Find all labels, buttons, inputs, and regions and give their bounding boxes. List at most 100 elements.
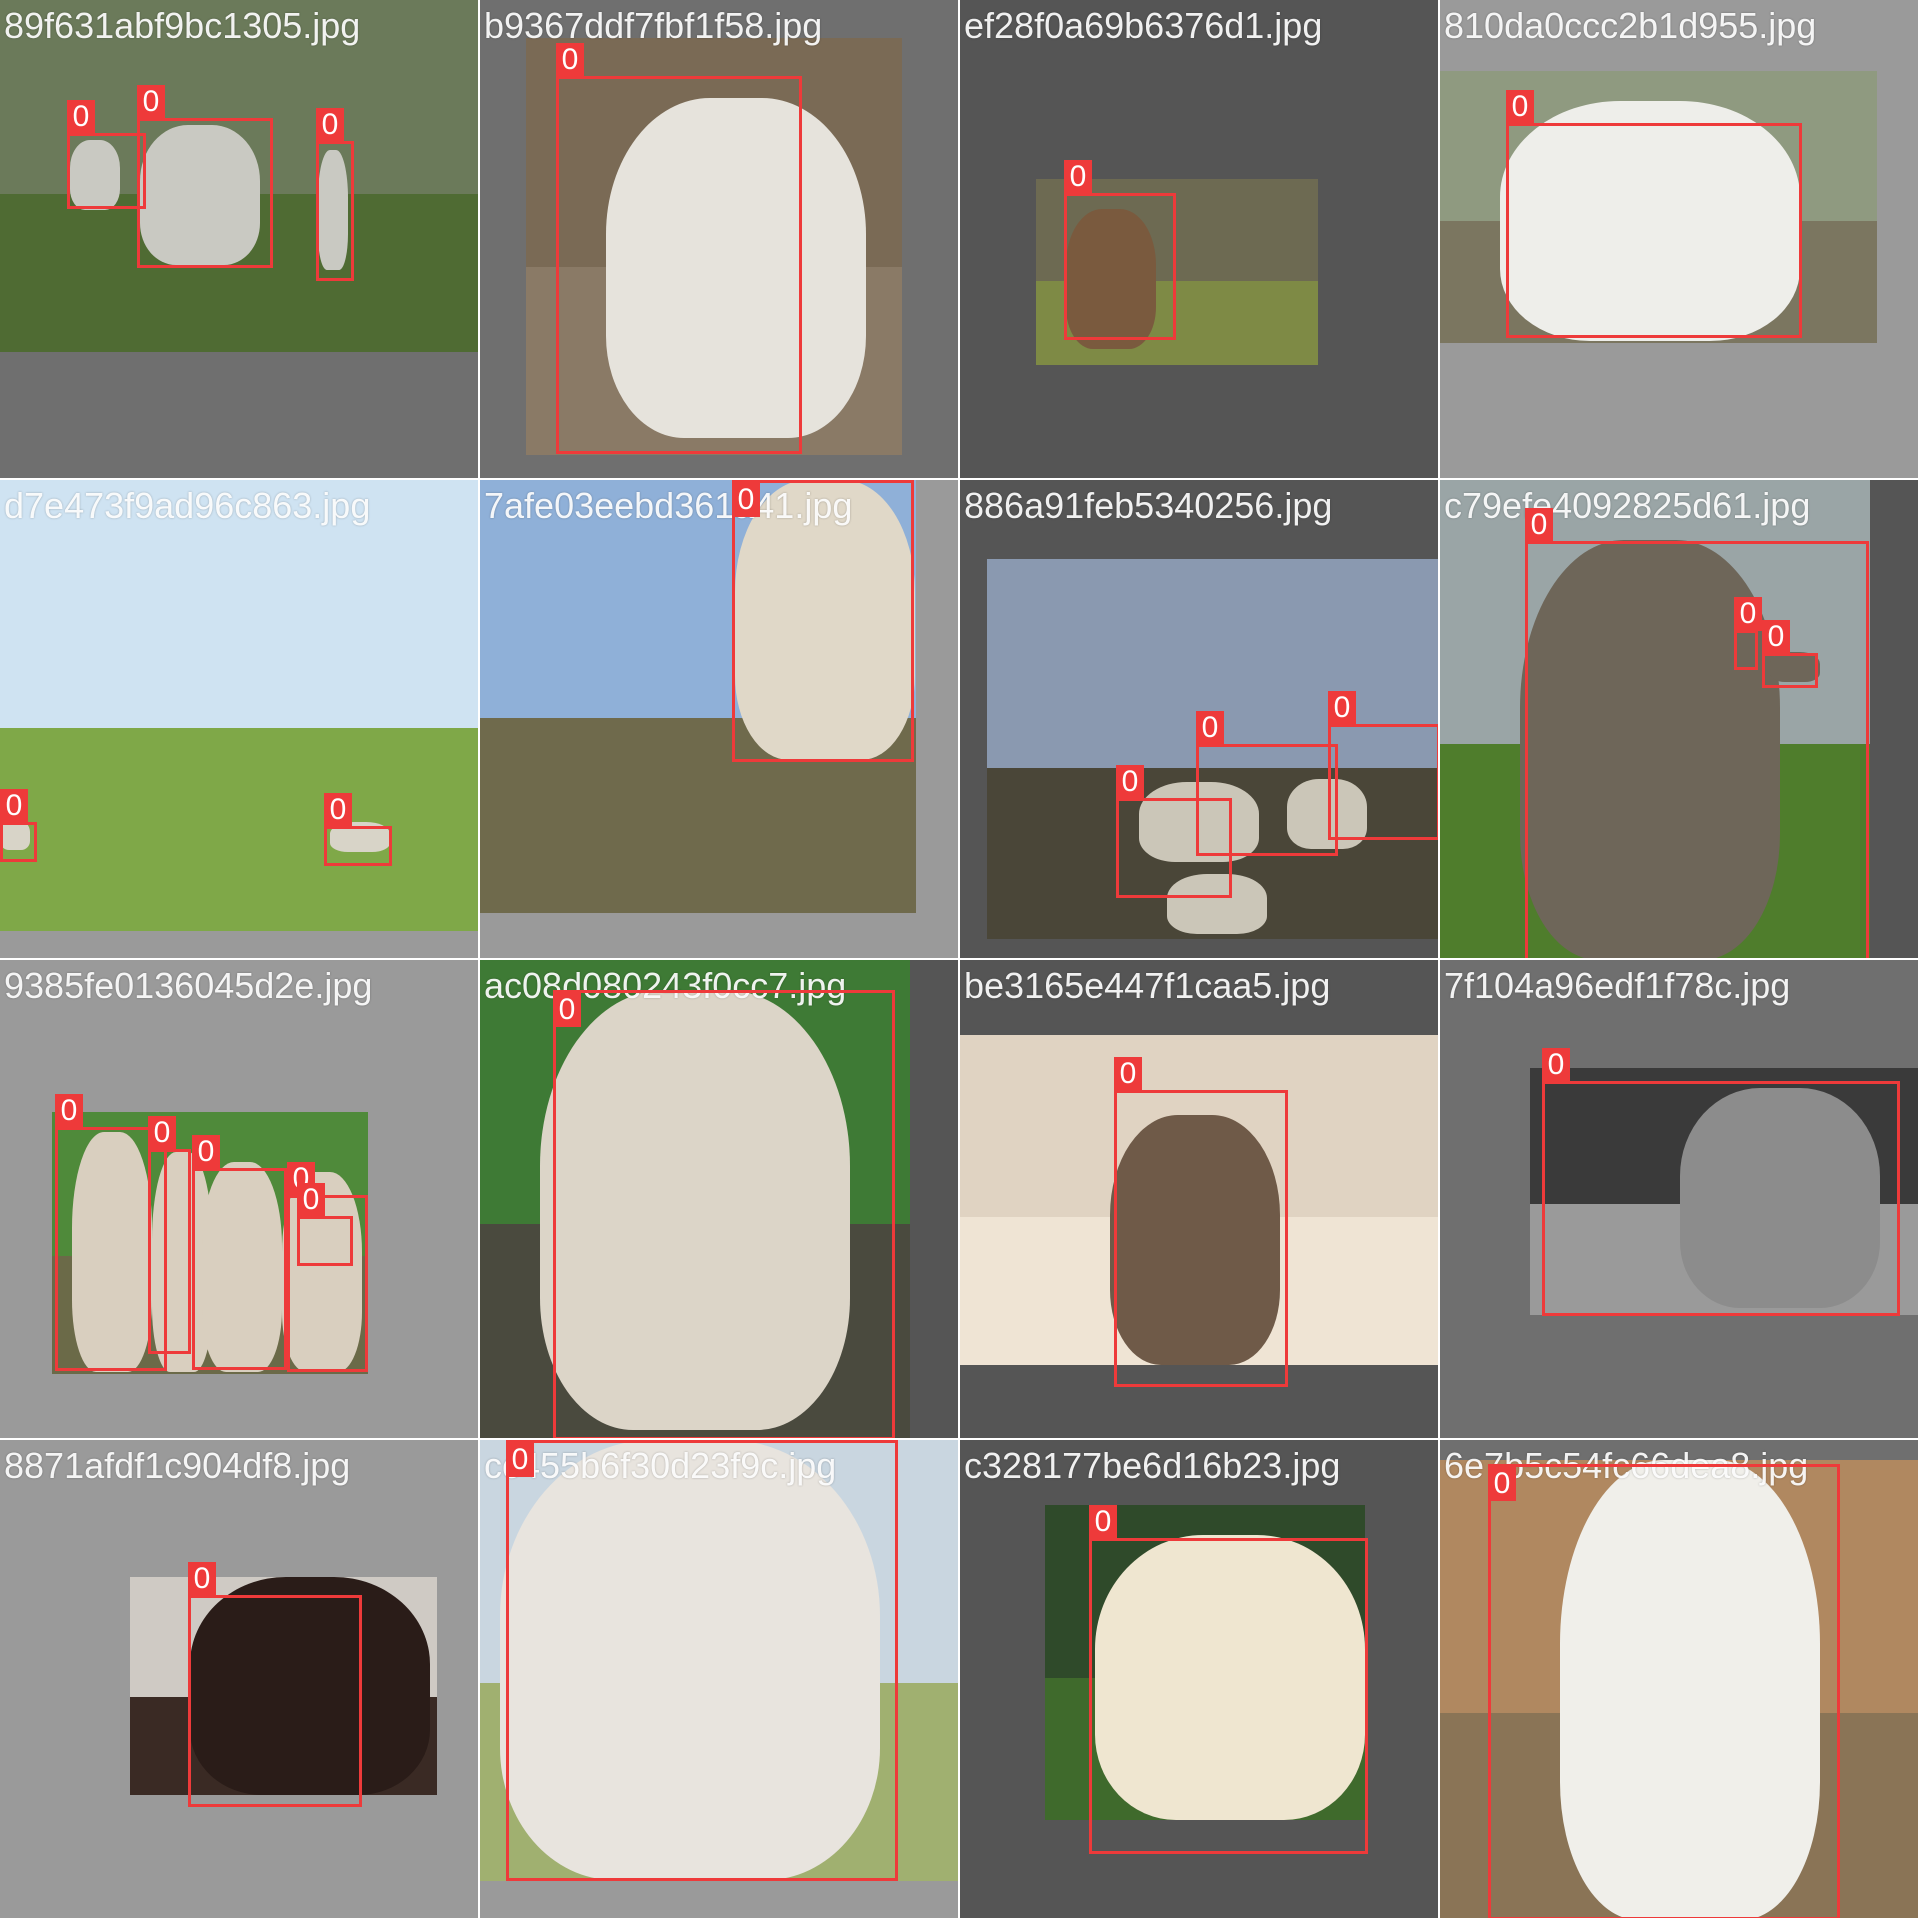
tile-filename: 810da0ccc2b1d955.jpg: [1444, 5, 1817, 46]
bounding-box: 0: [506, 1440, 898, 1881]
bounding-box-class-label: 0: [1064, 160, 1092, 194]
llama-figure: [606, 98, 866, 438]
bounding-box: 0: [732, 480, 914, 762]
bounding-box: 0: [137, 85, 273, 268]
bounding-box-class-label: 0: [324, 793, 352, 827]
bounding-box-class-label: 0: [1542, 1048, 1570, 1082]
bounding-box: 0: [297, 1183, 353, 1266]
bounding-box-class-label: 0: [137, 85, 165, 119]
tile-photo: [526, 38, 902, 455]
image-tile: d7e473f9ad96c863.jpg 0 0: [0, 480, 480, 960]
image-tile: 810da0ccc2b1d955.jpg 0: [1440, 0, 1920, 480]
bounding-box-class-label: 0: [1114, 1057, 1142, 1091]
tile-filename: ac08d080243f0cc7.jpg: [484, 965, 847, 1006]
tile-filename: d7e473f9ad96c863.jpg: [4, 485, 371, 526]
bounding-box-class-label: 0: [188, 1562, 216, 1596]
tile-filename: 89f631abf9bc1305.jpg: [4, 5, 361, 46]
bounding-box-class-label: 0: [1196, 711, 1224, 745]
tile-filename: 8871afdf1c904df8.jpg: [4, 1445, 351, 1486]
bounding-box: 0: [1064, 160, 1176, 340]
bounding-box-class-label: 0: [1328, 691, 1356, 725]
tile-filename: 7f104a96edf1f78c.jpg: [1444, 965, 1791, 1006]
bounding-box: 0: [1542, 1048, 1900, 1316]
bounding-box-class-label: 0: [506, 1443, 534, 1477]
tile-filename: be3165e447f1caa5.jpg: [964, 965, 1331, 1006]
image-tile: c328177be6d16b23.jpg 0: [960, 1440, 1440, 1920]
tile-photo: [0, 0, 478, 352]
llama-figure: [202, 1162, 282, 1372]
bounding-box-class-label: 0: [1762, 620, 1790, 654]
bounding-box: 0: [1328, 691, 1438, 840]
llama-figure: [70, 140, 120, 210]
tile-filename: ef28f0a69b6376d1.jpg: [964, 5, 1323, 46]
tile-filename: b9367ddf7fbf1f58.jpg: [484, 5, 823, 46]
bounding-box-class-label: 0: [192, 1135, 220, 1169]
bounding-box: 0: [188, 1562, 362, 1807]
bounding-box-class-label: 0: [1089, 1505, 1117, 1539]
bounding-box-class-label: 0: [1734, 597, 1762, 631]
image-tile: 886a91feb5340256.jpg 0 0 0: [960, 480, 1440, 960]
photo-ground: [0, 728, 478, 931]
image-tile: 89f631abf9bc1305.jpg 0 0 0: [0, 0, 480, 480]
image-tile: ac08d080243f0cc7.jpg 0: [480, 960, 960, 1440]
llama-figure: [1139, 782, 1259, 862]
bounding-box-class-label: 0: [316, 108, 344, 142]
bounding-box: 0: [324, 793, 392, 866]
bounding-box-class-label: 0: [1116, 765, 1144, 799]
tile-filename: 886a91feb5340256.jpg: [964, 485, 1333, 526]
llama-figure: [0, 820, 30, 850]
tile-photo: [480, 1440, 958, 1881]
image-tile: c79efe4092825d61.jpg 0 0 0: [1440, 480, 1920, 960]
tile-photo: [1036, 179, 1318, 365]
bounding-box: 0: [148, 1116, 191, 1354]
photo-background: [0, 480, 478, 729]
llama-figure: [1167, 874, 1267, 934]
tile-photo: [1440, 480, 1870, 958]
bounding-box-class-label: 0: [55, 1094, 83, 1128]
bounding-box-class-label: 0: [553, 993, 581, 1027]
bounding-box-class-label: 0: [556, 43, 584, 77]
llama-figure: [1680, 1088, 1880, 1308]
image-tile: ef28f0a69b6376d1.jpg 0: [960, 0, 1440, 480]
image-tile: cc455b6f30d23f9c.jpg 0: [480, 1440, 960, 1920]
bounding-box: 0: [1488, 1464, 1840, 1918]
bounding-box-class-label: 0: [297, 1183, 325, 1217]
tile-photo: [130, 1577, 437, 1795]
tile-photo: [1045, 1505, 1365, 1820]
llama-figure: [190, 1577, 430, 1795]
bounding-box-class-label: 0: [1525, 508, 1553, 542]
bounding-box: 0: [0, 789, 37, 862]
bounding-box: 0: [1089, 1505, 1368, 1854]
image-tile: 7afe03eebd361a41.jpg 0: [480, 480, 960, 960]
tile-photo: [480, 960, 910, 1438]
image-tile: be3165e447f1caa5.jpg 0: [960, 960, 1440, 1440]
llama-figure: [1066, 209, 1156, 349]
llama-figure: [735, 480, 915, 760]
llama-figure: [1560, 1460, 1820, 1918]
llama-figure: [1740, 635, 1755, 665]
image-tile: b9367ddf7fbf1f58.jpg 0: [480, 0, 960, 480]
bounding-box-class-label: 0: [148, 1116, 176, 1150]
tile-filename: c79efe4092825d61.jpg: [1444, 485, 1811, 526]
tile-photo: [0, 480, 478, 931]
tile-filename: 7afe03eebd361a41.jpg: [484, 485, 853, 526]
tile-photo: [480, 480, 916, 913]
llama-figure: [1110, 1115, 1280, 1365]
llama-figure: [500, 1440, 880, 1880]
llama-figure: [318, 150, 348, 270]
tile-filename: cc455b6f30d23f9c.jpg: [484, 1445, 837, 1486]
llama-figure: [540, 990, 850, 1430]
bounding-box: 0: [553, 990, 895, 1438]
llama-figure: [1500, 101, 1800, 341]
bounding-box: 0: [316, 108, 354, 281]
bounding-box: 0: [1506, 90, 1802, 338]
bounding-box: 0: [55, 1094, 167, 1371]
image-tile: 6e7b5c54fc66dea8.jpg 0: [1440, 1440, 1920, 1920]
image-tile: 7f104a96edf1f78c.jpg 0: [1440, 960, 1920, 1440]
tile-filename: c328177be6d16b23.jpg: [964, 1445, 1341, 1486]
bounding-box-class-label: 0: [732, 483, 760, 517]
bounding-box: 0: [1734, 597, 1762, 670]
bounding-box-class-label: 0: [1506, 90, 1534, 124]
bounding-box: 0: [1525, 508, 1869, 958]
